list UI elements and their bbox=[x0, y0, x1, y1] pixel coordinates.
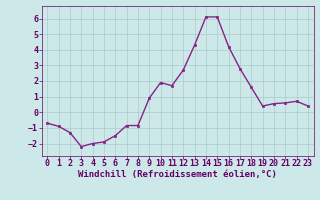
X-axis label: Windchill (Refroidissement éolien,°C): Windchill (Refroidissement éolien,°C) bbox=[78, 170, 277, 179]
